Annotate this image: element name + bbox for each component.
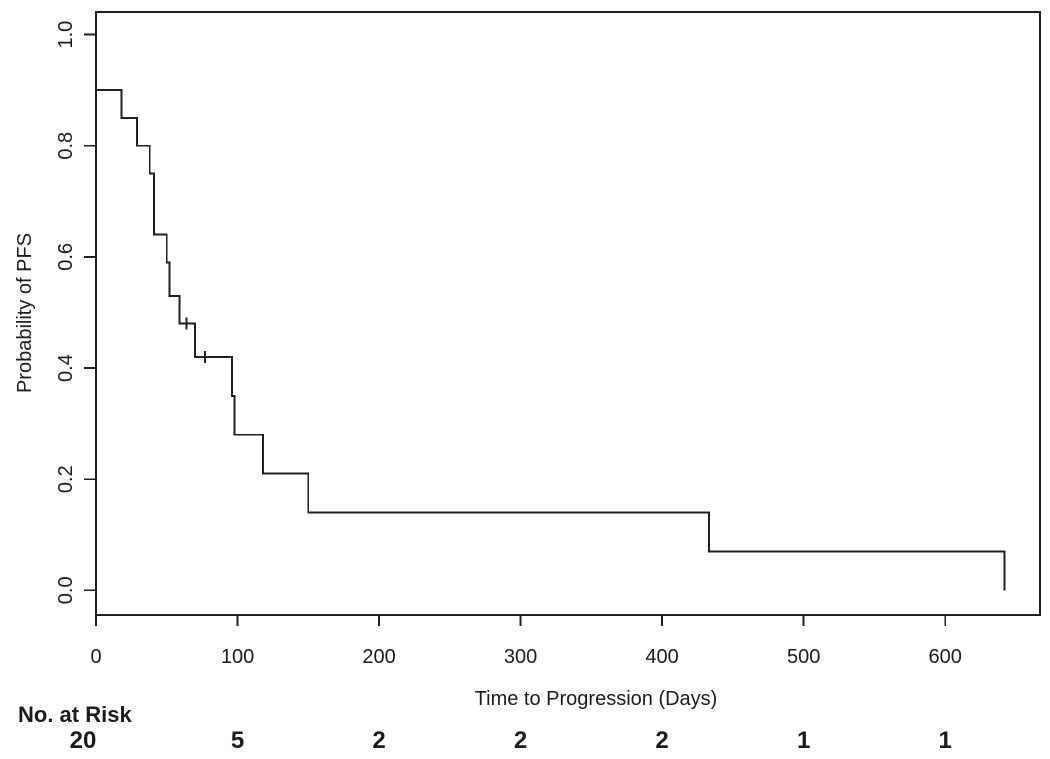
risk-count: 2	[655, 727, 668, 754]
y-axis-tick-label: 0.2	[55, 465, 77, 493]
x-axis-tick-label: 500	[787, 646, 820, 668]
x-axis-tick-label: 300	[504, 646, 537, 668]
risk-count: 2	[372, 727, 385, 754]
risk-count: 5	[231, 727, 244, 754]
risk-count: 1	[938, 727, 951, 754]
survival-step-curve	[96, 89, 1006, 591]
risk-count: 20	[70, 727, 97, 754]
y-axis-tick-label: 0.0	[55, 576, 77, 604]
plot-frame	[95, 11, 1041, 616]
x-axis-tick-label: 100	[221, 646, 254, 668]
y-axis-tick-label: 0.6	[55, 243, 77, 271]
y-axis-tick-label: 0.4	[55, 354, 77, 382]
x-axis-title: Time to Progression (Days)	[475, 688, 718, 710]
risk-count: 2	[514, 727, 527, 754]
y-axis-tick-label: 0.8	[55, 132, 77, 160]
risk-table-label: No. at Risk	[18, 702, 132, 727]
chart-generated-layer: 0 20 100 5 200 2 300 2 400 2 500 1 600 1 0.0 0.2 0.4 0.6 0…	[55, 11, 1041, 754]
x-axis-tick-label: 600	[928, 646, 961, 668]
x-axis-tick-label: 400	[645, 646, 678, 668]
y-axis-title: Probability of PFS	[14, 233, 36, 393]
risk-count: 1	[797, 727, 810, 754]
y-axis-tick-label: 1.0	[55, 21, 77, 49]
x-axis-tick-label: 0	[90, 646, 101, 668]
x-axis-tick-label: 200	[362, 646, 395, 668]
